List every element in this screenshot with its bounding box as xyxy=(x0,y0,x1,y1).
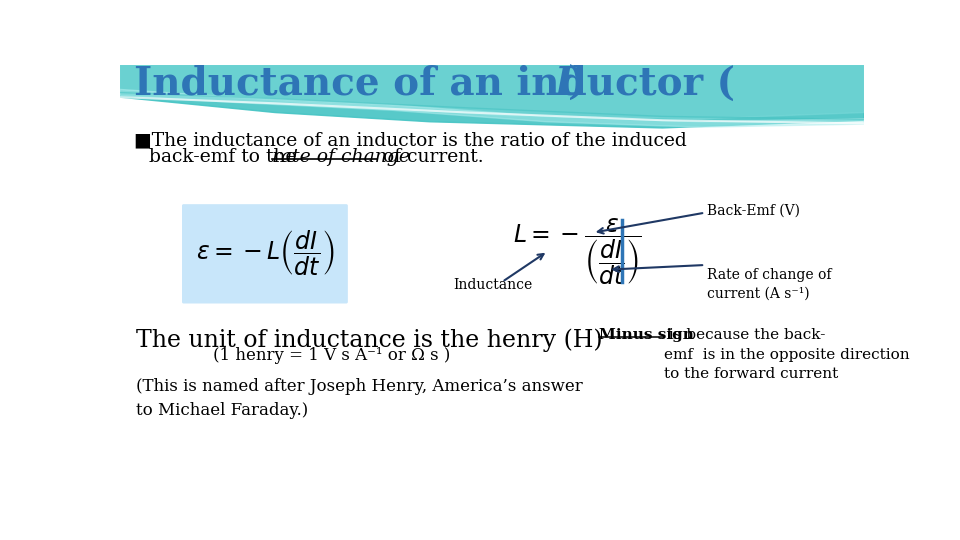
Text: The unit of inductance is the henry (H): The unit of inductance is the henry (H) xyxy=(135,328,602,352)
Polygon shape xyxy=(120,90,864,127)
Polygon shape xyxy=(120,65,864,128)
Text: $\varepsilon = -L\left(\dfrac{dI}{dt}\right)$: $\varepsilon = -L\left(\dfrac{dI}{dt}\ri… xyxy=(196,229,334,278)
Text: Back-Emf (V): Back-Emf (V) xyxy=(707,204,800,218)
Text: rate of change: rate of change xyxy=(272,148,410,166)
Text: Minus sign: Minus sign xyxy=(599,328,694,342)
FancyBboxPatch shape xyxy=(182,204,348,303)
Text: (This is named after Joseph Henry, America’s answer
to Michael Faraday.): (This is named after Joseph Henry, Ameri… xyxy=(135,378,583,419)
Text: ): ) xyxy=(568,65,587,103)
Text: Inductance of an inductor (: Inductance of an inductor ( xyxy=(134,65,735,103)
Text: of current.: of current. xyxy=(377,148,484,166)
Text: is because the back-
emf  is in the opposite direction
to the forward current: is because the back- emf is in the oppos… xyxy=(664,328,910,381)
Text: L: L xyxy=(555,65,582,103)
Text: Rate of change of
current (A s⁻¹): Rate of change of current (A s⁻¹) xyxy=(707,268,831,300)
Text: Inductance: Inductance xyxy=(453,278,533,292)
Polygon shape xyxy=(120,65,864,119)
Text: (1 henry = 1 V s A⁻¹ or Ω s ): (1 henry = 1 V s A⁻¹ or Ω s ) xyxy=(213,347,450,365)
Text: back-emf to the: back-emf to the xyxy=(150,148,303,166)
Text: $L = -\dfrac{\varepsilon}{\left(\dfrac{dI}{dt}\right)}$: $L = -\dfrac{\varepsilon}{\left(\dfrac{d… xyxy=(513,216,641,287)
Text: ■The inductance of an inductor is the ratio of the induced: ■The inductance of an inductor is the ra… xyxy=(134,132,686,150)
